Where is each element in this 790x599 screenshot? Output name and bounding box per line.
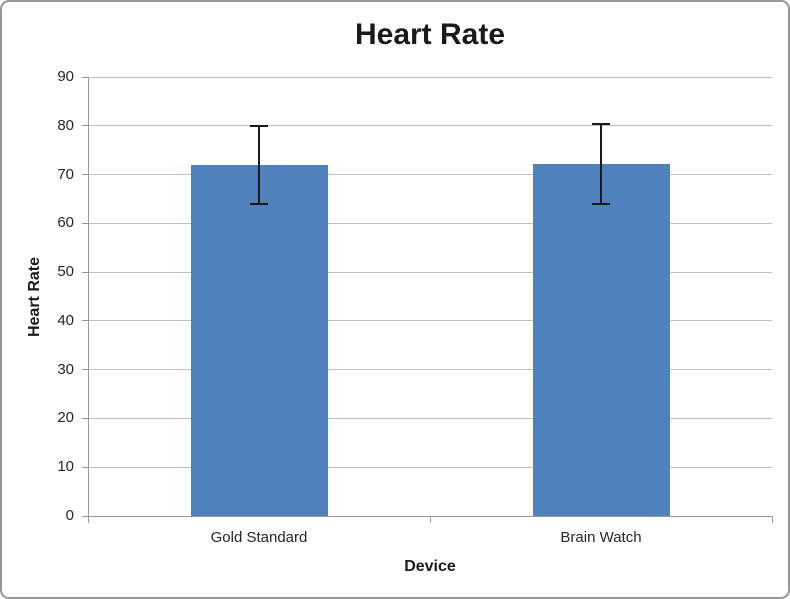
- error-bar-cap-top: [250, 124, 268, 127]
- y-tick-label: 10: [57, 458, 74, 476]
- y-tick-label: 90: [57, 68, 74, 85]
- error-bar-cap-top: [592, 122, 610, 125]
- plot-area: 0 10 20 30 40 50 60 70 80 90 Gold Standard Brain Wa…: [57, 68, 773, 546]
- y-axis-tick: [82, 515, 88, 517]
- y-axis-tick: [82, 369, 88, 371]
- y-tick-label: 0: [65, 507, 74, 524]
- y-tick-label: 80: [57, 116, 74, 134]
- x-axis-title: Device: [404, 558, 456, 575]
- gridline: [88, 417, 772, 419]
- gridline: [88, 222, 772, 224]
- x-axis-line: [87, 516, 773, 517]
- x-axis-tick: [429, 517, 431, 523]
- category-label: Brain Watch: [560, 529, 642, 546]
- gridline: [88, 320, 772, 322]
- x-axis-tick: [771, 517, 773, 523]
- y-axis-tick: [82, 174, 88, 176]
- error-bar-cap-bottom: [250, 202, 268, 205]
- error-bar-line: [258, 125, 260, 204]
- y-tick-label: 70: [57, 165, 74, 183]
- y-tick-label: 30: [57, 360, 74, 378]
- y-axis-tick: [82, 222, 88, 224]
- bar: [190, 164, 328, 516]
- gridline: [88, 125, 772, 127]
- y-tick-label: 40: [57, 311, 74, 329]
- error-bar-cap-bottom: [592, 202, 610, 205]
- gridline: [88, 174, 772, 176]
- chart-title: Heart Rate: [354, 18, 506, 51]
- y-axis-line: [88, 77, 89, 523]
- y-axis-tick: [82, 125, 88, 127]
- y-tick-label: 50: [57, 263, 74, 281]
- y-axis-tick: [82, 320, 88, 322]
- y-axis-tick: [82, 466, 88, 468]
- gridline: [88, 271, 772, 273]
- y-tick-label: 60: [57, 214, 74, 232]
- category-label: Gold Standard: [210, 529, 308, 546]
- y-axis-title: Heart Rate: [26, 256, 43, 338]
- gridline: [88, 466, 772, 468]
- error-bar-line: [600, 123, 602, 204]
- bar: [532, 163, 670, 516]
- gridline: [88, 369, 772, 371]
- y-axis-tick: [82, 417, 88, 419]
- y-tick-label: 20: [57, 409, 74, 427]
- y-axis-tick: [82, 76, 88, 78]
- gridline: [88, 76, 772, 78]
- y-axis-tick: [82, 271, 88, 273]
- x-axis-tick: [87, 517, 89, 523]
